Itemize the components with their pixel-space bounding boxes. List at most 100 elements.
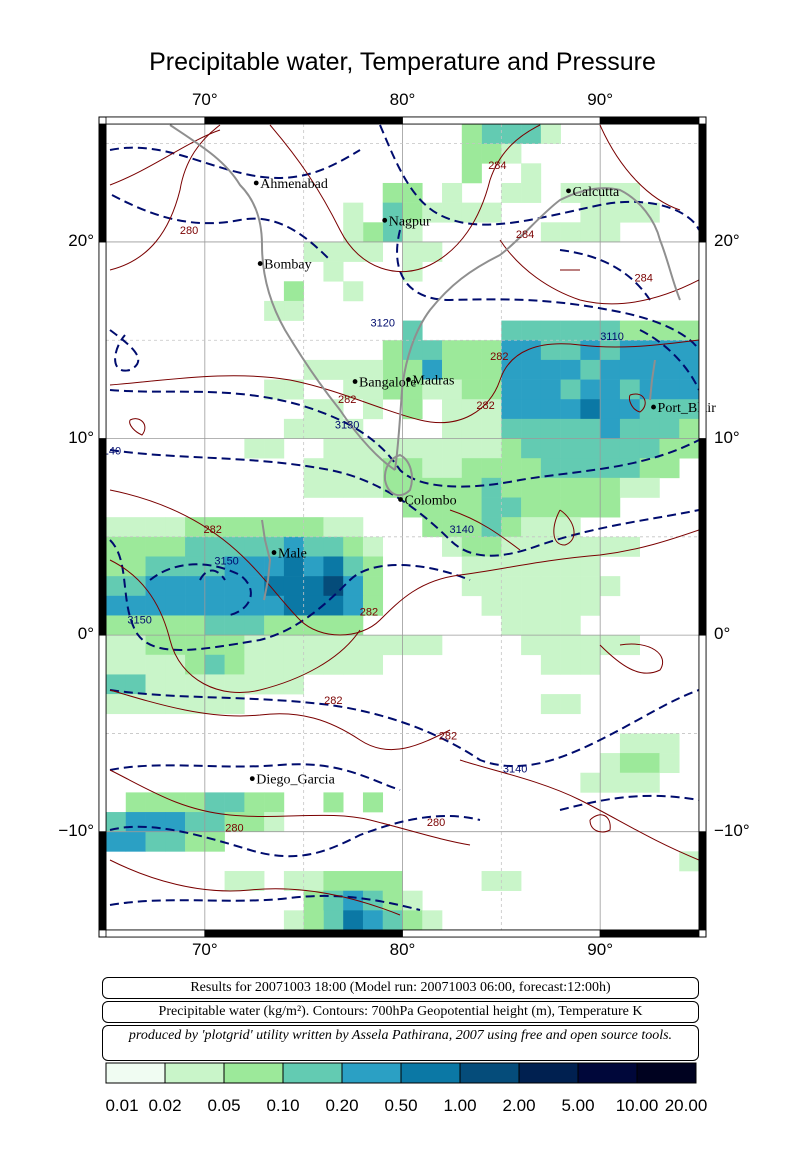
pw-cell xyxy=(422,202,443,223)
pw-cell xyxy=(343,379,364,400)
pw-cell xyxy=(501,124,522,144)
frame-bar-top xyxy=(599,116,700,125)
pw-cell xyxy=(165,595,186,616)
pw-cell xyxy=(382,871,403,891)
pw-cell xyxy=(402,261,423,282)
pw-cell xyxy=(580,359,601,380)
pw-cell xyxy=(362,379,384,400)
pw-cell xyxy=(343,890,364,911)
pw-cell xyxy=(600,320,621,341)
pw-cell xyxy=(619,772,640,793)
pw-cell xyxy=(204,595,225,616)
pw-cell xyxy=(600,379,621,400)
contour-labels: 280 284 284 284 3120 3110 282 282 282 3130 140 3140… xyxy=(103,160,653,834)
pw-cell xyxy=(540,576,561,597)
pw-cell xyxy=(402,635,423,656)
city-label: Colombo xyxy=(405,493,457,508)
pw-cell xyxy=(540,320,561,341)
pw-cell xyxy=(442,340,463,361)
lat-label-right: 20° xyxy=(714,230,740,250)
pw-cell xyxy=(343,576,364,597)
pw-cell xyxy=(106,517,127,538)
city-marker xyxy=(253,180,259,186)
pw-cell xyxy=(619,399,640,420)
pw-cell xyxy=(165,674,186,695)
colorbar-tick-label: 0.20 xyxy=(325,1096,359,1115)
pw-cell xyxy=(283,379,304,400)
pw-cell xyxy=(521,438,542,459)
pw-cell xyxy=(540,222,561,243)
pw-cell xyxy=(540,635,561,656)
pw-cell xyxy=(521,340,542,361)
pw-cell xyxy=(560,477,581,498)
pw-cell xyxy=(540,615,561,636)
pw-cell xyxy=(343,910,364,930)
pw-cell xyxy=(481,871,502,891)
pw-cell xyxy=(442,359,463,380)
pw-cell xyxy=(501,458,522,479)
lon-label-top: 70° xyxy=(191,90,218,109)
pw-cell xyxy=(521,320,542,341)
pw-cell xyxy=(244,595,265,616)
pw-cell xyxy=(501,320,522,341)
pw-cell xyxy=(185,654,206,675)
pw-cell xyxy=(323,261,344,282)
colorbar-tick-label: 0.02 xyxy=(148,1096,182,1115)
pw-cell xyxy=(481,124,502,144)
pw-cell xyxy=(481,477,502,498)
colorbar-tick-label: 1.00 xyxy=(443,1096,477,1115)
contour-label: 280 xyxy=(225,823,243,835)
pw-cell xyxy=(224,871,245,891)
pw-cell xyxy=(560,320,581,341)
contour-label: 3130 xyxy=(335,420,359,432)
pw-cell xyxy=(145,576,166,597)
pw-cell xyxy=(481,399,502,420)
pw-cell xyxy=(382,890,403,911)
pw-cell xyxy=(560,654,581,675)
pw-cell xyxy=(204,576,225,597)
pw-cell xyxy=(323,241,344,262)
city-label: Calcutta xyxy=(573,185,620,200)
pw-cell xyxy=(600,359,621,380)
pw-cell xyxy=(362,222,384,243)
pw-cell xyxy=(244,674,265,695)
precipitable-water-field xyxy=(106,124,699,930)
pw-cell xyxy=(560,497,581,518)
pw-cell xyxy=(204,536,225,557)
pw-cell xyxy=(461,497,482,518)
pw-cell xyxy=(540,536,561,557)
pw-cell xyxy=(185,595,206,616)
pw-cell xyxy=(461,163,482,184)
pw-cell xyxy=(422,497,443,518)
height-contour xyxy=(559,794,699,811)
temperature-contour xyxy=(599,124,681,211)
pw-cell xyxy=(343,438,364,459)
pw-cell xyxy=(540,654,561,675)
pw-cell xyxy=(362,595,384,616)
pw-cell xyxy=(540,595,561,616)
pw-cell xyxy=(461,517,482,538)
pw-cell xyxy=(125,517,146,538)
colorbar-swatch xyxy=(164,1062,225,1084)
pw-cell xyxy=(323,635,344,656)
city-marker xyxy=(398,497,403,502)
pw-cell xyxy=(264,517,285,538)
temperature-contour xyxy=(109,859,401,916)
pw-cell xyxy=(461,399,482,420)
city-marker xyxy=(249,776,255,782)
pw-cell xyxy=(362,241,384,262)
pw-cell xyxy=(560,438,581,459)
lon-label-top: 90° xyxy=(587,90,614,109)
pw-cell xyxy=(600,222,621,243)
temperature-contour xyxy=(129,418,146,436)
lat-label-left: 20° xyxy=(68,230,94,250)
height-contour xyxy=(109,894,421,911)
height-contour xyxy=(109,689,699,768)
pw-cell xyxy=(343,202,364,223)
pw-cell xyxy=(303,556,324,577)
sri-lanka xyxy=(383,453,413,497)
pw-cell xyxy=(145,792,166,813)
pw-cell xyxy=(402,890,423,911)
pw-cell xyxy=(362,359,384,380)
pw-cell xyxy=(303,615,324,636)
